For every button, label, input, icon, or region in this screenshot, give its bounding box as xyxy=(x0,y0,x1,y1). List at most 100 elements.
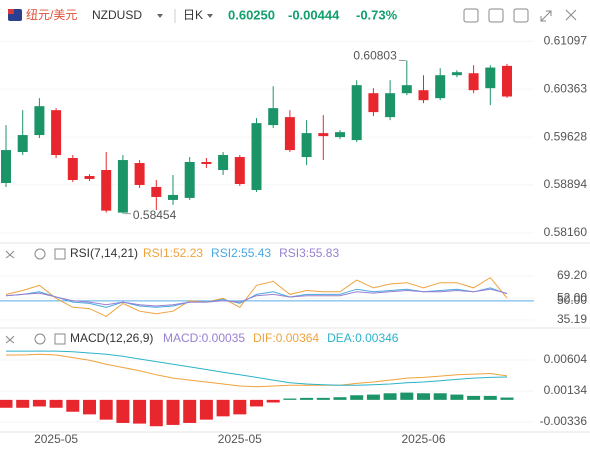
candle-body xyxy=(485,67,496,89)
candle-body xyxy=(268,108,279,126)
candle-body xyxy=(168,194,178,200)
candle-body xyxy=(218,155,229,171)
period[interactable]: 日K xyxy=(183,8,203,22)
candle-body xyxy=(435,75,446,99)
histogram-bar xyxy=(116,399,130,423)
candle-body xyxy=(1,150,11,183)
candle-body xyxy=(468,73,479,91)
symbol[interactable]: NZDUSD xyxy=(92,8,142,22)
candle-body xyxy=(251,123,262,190)
histogram-bar xyxy=(266,399,280,403)
change: -0.00444 xyxy=(288,7,340,22)
candle-body xyxy=(418,90,429,101)
low-annotation: 0.58454 xyxy=(133,208,177,222)
fullscreen-icon[interactable] xyxy=(540,10,552,22)
histogram-bar xyxy=(32,399,46,407)
candle-body xyxy=(351,85,362,141)
candle-body xyxy=(51,110,62,156)
candle-body xyxy=(151,186,162,197)
histogram-bar xyxy=(283,398,297,400)
legend-entry: RSI2:55.43 xyxy=(211,246,271,260)
candle-body xyxy=(451,72,462,76)
histogram-bar xyxy=(383,393,397,400)
histogram-bar xyxy=(316,397,330,400)
draw-icon[interactable] xyxy=(488,8,504,23)
rsi-title: RSI(7,14,21) xyxy=(70,246,138,260)
collapse-icon[interactable] xyxy=(5,335,15,344)
histogram-bar xyxy=(83,399,96,415)
candle-body xyxy=(201,162,212,165)
series-line xyxy=(5,288,508,307)
histogram-bar xyxy=(400,392,414,400)
histogram-bar xyxy=(66,399,80,412)
collapse-icon[interactable] xyxy=(5,250,15,259)
histogram-bar xyxy=(99,399,113,420)
histogram-bar xyxy=(450,394,464,400)
candle-body xyxy=(67,158,78,180)
candle-body xyxy=(502,65,512,97)
legend-entry: RSI1:52.23 xyxy=(143,246,203,260)
toggle-icon[interactable] xyxy=(54,333,66,345)
candle-body xyxy=(17,135,28,153)
legend-entry: DEA:0.00346 xyxy=(327,331,399,345)
candle-body xyxy=(318,133,329,137)
pair-name[interactable]: 纽元/美元 xyxy=(26,8,77,22)
candle-body xyxy=(184,162,195,198)
y-tick-label: 0.60363 xyxy=(544,81,588,95)
histogram-bar xyxy=(500,397,514,400)
candle-body xyxy=(385,93,396,118)
histogram-bar xyxy=(350,395,364,400)
high-annotation: 0.60803 xyxy=(353,49,397,63)
candle-body xyxy=(335,132,345,138)
candle-body xyxy=(101,170,112,211)
candle-body xyxy=(134,163,145,185)
header: 纽元/美元 NZDUSD 日K 0.60250 -0.00444 -0.73% xyxy=(8,7,577,23)
dropdown-arrow[interactable] xyxy=(207,14,213,18)
histogram-bar xyxy=(250,399,263,407)
x-tick-label: 2025-05 xyxy=(218,432,262,446)
change-pct: -0.73% xyxy=(356,7,398,22)
y-tick-label: 69.20 xyxy=(557,268,587,282)
indicator-icon[interactable] xyxy=(513,8,529,23)
close-icon[interactable] xyxy=(565,9,577,21)
legend-entry: MACD:0.00035 xyxy=(163,331,245,345)
settings-icon[interactable] xyxy=(34,333,46,345)
histogram-bar xyxy=(467,395,481,400)
histogram-bar xyxy=(483,395,497,400)
histogram-bar xyxy=(333,397,347,400)
series-line xyxy=(6,350,508,386)
y-tick-label: -0.00336 xyxy=(540,414,588,428)
histogram-bar xyxy=(133,399,147,424)
dropdown-arrow[interactable] xyxy=(157,14,163,18)
y-tick-label: 52.00 xyxy=(557,290,587,304)
histogram-bar xyxy=(233,399,247,415)
y-tick-label: 0.00604 xyxy=(544,352,588,366)
histogram-bar xyxy=(0,399,13,408)
histogram-bar xyxy=(216,399,230,417)
y-tick-label: 0.58160 xyxy=(544,225,588,239)
tool-icon[interactable] xyxy=(463,8,479,23)
y-tick-label: 0.59628 xyxy=(544,129,588,143)
price: 0.60250 xyxy=(228,7,275,22)
y-tick-label: 0.58894 xyxy=(544,177,588,191)
candle-body xyxy=(234,157,245,184)
candle-body xyxy=(84,176,95,179)
histogram-bar xyxy=(183,399,197,423)
histogram-bar xyxy=(166,399,180,425)
flag-icon-part xyxy=(8,9,14,14)
macd-title: MACD(12,26,9) xyxy=(70,331,153,345)
series-line xyxy=(6,353,508,388)
y-tick-label: 0.00134 xyxy=(544,383,588,397)
histogram-bar xyxy=(433,393,447,400)
candle-body xyxy=(301,133,312,158)
series-line xyxy=(5,287,508,308)
legend-entry: RSI3:55.83 xyxy=(279,246,339,260)
x-tick-label: 2025-05 xyxy=(34,432,78,446)
histogram-bar xyxy=(300,397,314,400)
settings-icon[interactable] xyxy=(34,248,46,260)
legend-entry: DIF:0.00364 xyxy=(253,331,319,345)
toggle-icon[interactable] xyxy=(54,248,66,260)
candle-body xyxy=(117,160,128,213)
y-tick-label: 35.19 xyxy=(557,312,587,326)
